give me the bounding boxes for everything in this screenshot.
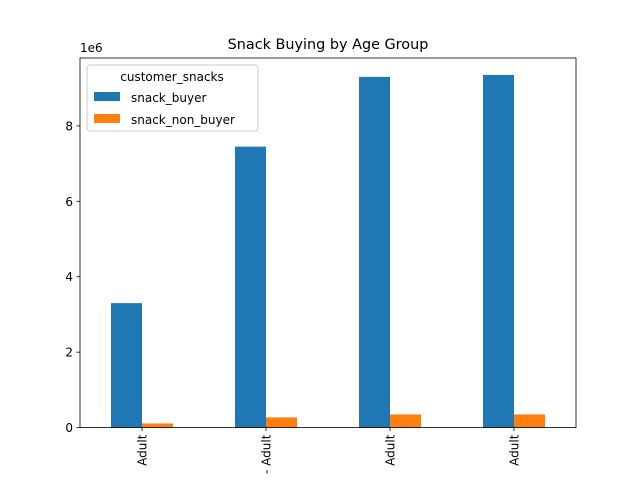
y-tick-label-4: 8 bbox=[65, 119, 73, 133]
legend-label-snack-non-buyer: snack_non_buyer bbox=[131, 113, 235, 127]
bar-snack-buyer-2 bbox=[359, 76, 390, 428]
bar-snack-buyer-1 bbox=[235, 146, 266, 428]
legend-title: customer_snacks bbox=[120, 70, 224, 84]
y-tick-label-1: 2 bbox=[65, 346, 73, 360]
bar-snack-buyer-3 bbox=[483, 74, 514, 428]
chart-title: Snack Buying by Age Group bbox=[228, 37, 429, 53]
plot-frame bbox=[79, 57, 577, 429]
bar-snack-non-buyer-3 bbox=[514, 414, 545, 428]
bars-group bbox=[111, 74, 545, 428]
legend: customer_snacks snack_buyer snack_non_bu… bbox=[86, 64, 259, 132]
y-tick-label-0: 0 bbox=[65, 421, 73, 435]
legend-swatch-snack-non-buyer bbox=[94, 114, 120, 123]
bar-snack-non-buyer-2 bbox=[390, 414, 421, 428]
legend-swatch-snack-buyer bbox=[94, 92, 120, 101]
y-axis: 0 2 4 6 8 bbox=[65, 119, 80, 435]
x-tick-label-3: Adult bbox=[508, 434, 522, 466]
legend-label-snack-buyer: snack_buyer bbox=[131, 91, 206, 105]
y-offset-label: 1e6 bbox=[80, 41, 103, 55]
y-tick-label-3: 6 bbox=[65, 195, 73, 209]
bar-snack-non-buyer-1 bbox=[266, 417, 297, 428]
legend-frame bbox=[86, 64, 259, 132]
x-tick-label-2: Adult bbox=[384, 434, 398, 466]
bar-snack-buyer-0 bbox=[111, 303, 142, 428]
x-tick-label-1: - Adult bbox=[260, 434, 274, 474]
x-tick-label-0: Adult bbox=[136, 434, 150, 466]
bar-snack-non-buyer-0 bbox=[142, 423, 173, 428]
x-axis: Adult - Adult Adult Adult bbox=[136, 427, 522, 474]
y-tick-label-2: 4 bbox=[65, 270, 73, 284]
